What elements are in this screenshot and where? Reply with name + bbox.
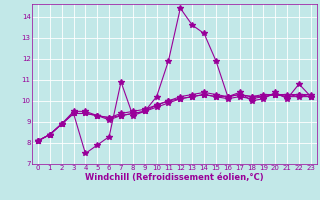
X-axis label: Windchill (Refroidissement éolien,°C): Windchill (Refroidissement éolien,°C): [85, 173, 264, 182]
